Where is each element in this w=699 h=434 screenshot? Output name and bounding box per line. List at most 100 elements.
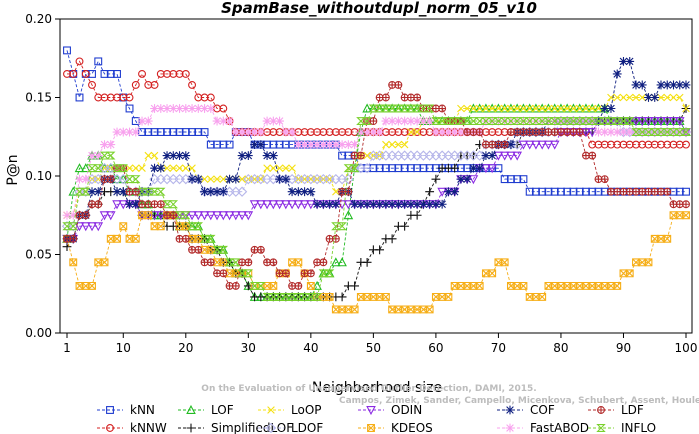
data-point xyxy=(207,175,215,183)
data-point xyxy=(351,152,359,159)
data-point xyxy=(250,127,259,137)
data-point xyxy=(200,128,209,136)
x-axis-label: Neighborhood size xyxy=(312,380,442,396)
data-point xyxy=(369,117,378,126)
x-tick-label: 60 xyxy=(428,341,443,355)
data-point xyxy=(662,128,672,136)
legend-label: LDF xyxy=(621,403,644,417)
data-point xyxy=(193,211,204,221)
data-point xyxy=(456,117,466,125)
data-point xyxy=(300,187,309,197)
data-point xyxy=(168,200,179,209)
legend-label: INFLO xyxy=(621,421,656,434)
legend-label: LOF xyxy=(211,403,234,417)
data-point xyxy=(219,269,227,277)
data-point xyxy=(87,164,97,173)
data-point xyxy=(149,187,160,196)
data-point xyxy=(674,117,685,127)
data-point xyxy=(101,175,108,183)
data-point xyxy=(650,93,660,102)
x-tick-label: 10 xyxy=(116,341,131,355)
data-point xyxy=(518,117,529,125)
data-point xyxy=(587,117,597,125)
data-point xyxy=(513,128,521,136)
data-point xyxy=(299,292,310,301)
data-point xyxy=(663,93,672,102)
data-point xyxy=(74,187,85,196)
data-point xyxy=(268,292,279,301)
data-point xyxy=(94,57,103,66)
data-point xyxy=(181,104,191,113)
data-point xyxy=(601,175,609,183)
data-point xyxy=(475,128,484,136)
data-point xyxy=(181,211,191,220)
data-point xyxy=(231,258,241,267)
data-point xyxy=(143,187,154,196)
series-inflo xyxy=(62,104,691,301)
data-point xyxy=(462,117,472,125)
data-point xyxy=(106,151,116,160)
data-point xyxy=(388,81,396,89)
data-point xyxy=(582,152,590,159)
data-point xyxy=(350,281,360,291)
data-point xyxy=(249,200,260,210)
data-point xyxy=(237,151,247,160)
data-point xyxy=(444,187,453,197)
data-point xyxy=(62,210,72,220)
data-point xyxy=(631,80,641,90)
data-point xyxy=(325,140,335,149)
data-point xyxy=(162,151,172,160)
data-point xyxy=(500,104,509,113)
data-point xyxy=(619,127,628,137)
data-point xyxy=(362,257,372,267)
data-point xyxy=(519,281,528,290)
data-point xyxy=(581,117,591,125)
data-point xyxy=(643,117,654,127)
data-point xyxy=(163,164,171,172)
data-point xyxy=(613,93,622,102)
data-point xyxy=(425,187,435,197)
data-point xyxy=(613,188,621,196)
series-line xyxy=(67,120,687,240)
data-point xyxy=(525,104,534,113)
data-point xyxy=(169,211,177,219)
data-point xyxy=(324,269,335,278)
data-point xyxy=(332,187,340,196)
data-point xyxy=(106,175,115,184)
data-point xyxy=(412,199,422,209)
legend-marker xyxy=(186,404,196,414)
chart-title: SpamBase_withoutdupl_norm_05_v10 xyxy=(221,0,537,17)
data-point xyxy=(631,128,641,136)
data-point xyxy=(431,127,441,137)
data-point xyxy=(482,141,490,148)
data-point xyxy=(287,200,297,210)
data-point xyxy=(318,199,328,209)
data-point xyxy=(524,140,535,150)
data-point xyxy=(282,269,290,277)
data-point xyxy=(125,164,134,172)
data-point xyxy=(501,141,509,148)
data-point xyxy=(393,104,404,113)
data-point xyxy=(225,174,234,184)
data-point xyxy=(399,104,410,113)
data-point xyxy=(143,116,153,126)
x-axis: 1 10 20 30 40 50 60 70 80 90 100 xyxy=(63,333,697,355)
data-point xyxy=(144,211,153,220)
data-point xyxy=(218,187,228,197)
series-line xyxy=(67,120,686,227)
x-tick-label: 40 xyxy=(303,341,318,355)
data-point xyxy=(632,93,640,102)
data-point xyxy=(300,140,309,149)
x-tick-label: 30 xyxy=(241,341,256,355)
data-point xyxy=(113,234,121,243)
data-point xyxy=(243,127,253,137)
data-point xyxy=(100,258,109,267)
data-point xyxy=(237,211,247,221)
data-point xyxy=(174,211,185,220)
data-point xyxy=(131,234,140,243)
data-point xyxy=(80,186,91,197)
data-point xyxy=(476,128,484,136)
legend-item-loop: LoOP xyxy=(258,403,322,417)
data-point xyxy=(194,245,203,254)
